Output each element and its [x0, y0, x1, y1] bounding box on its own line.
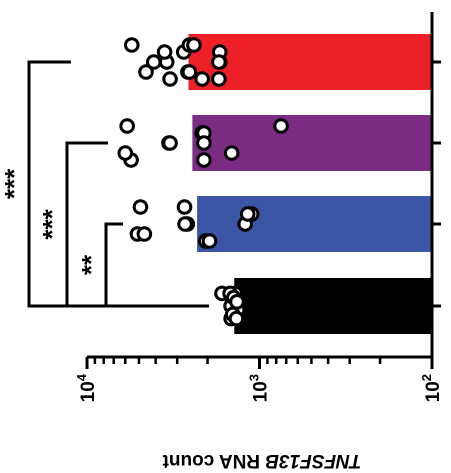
bar-black	[234, 278, 432, 334]
x-tick-label: 102	[419, 374, 444, 402]
point-red	[194, 71, 210, 87]
bar-blue	[197, 196, 432, 252]
point-purple	[196, 152, 212, 168]
x-tick-exponent: 2	[419, 374, 434, 381]
point-purple	[162, 135, 178, 151]
point-blue	[136, 226, 153, 242]
point-blue	[239, 206, 256, 222]
bars-layer	[188, 34, 432, 334]
bar-purple	[192, 115, 432, 171]
x-axis-title: TNFSF13B RNA count	[162, 450, 361, 471]
bar-red	[188, 34, 432, 90]
significance-layer: ********	[0, 60, 209, 308]
x-tick-label: 104	[74, 373, 99, 402]
point-black	[229, 294, 245, 310]
significance-label: ***	[0, 168, 29, 199]
point-red	[162, 71, 178, 87]
x-tick-exponent: 4	[74, 373, 89, 381]
point-red	[123, 37, 140, 53]
x-tick-base: 10	[251, 381, 272, 402]
point-purple	[196, 135, 212, 151]
point-purple	[119, 118, 135, 134]
point-red	[186, 37, 202, 53]
points-layer	[117, 37, 289, 327]
point-blue	[177, 216, 193, 232]
point-red	[156, 44, 173, 60]
x-tick-exponent: 3	[247, 374, 262, 381]
x-tick-base: 10	[423, 381, 444, 402]
point-purple	[223, 145, 240, 161]
point-red	[138, 64, 154, 80]
point-blue	[176, 199, 193, 215]
point-black	[228, 310, 245, 327]
x-axis-title-rest: RNA count	[162, 450, 265, 471]
significance-bracket	[27, 60, 209, 308]
significance-label: ***	[37, 208, 67, 239]
point-red	[181, 64, 198, 80]
point-purple	[117, 145, 134, 161]
x-axis-title-gene: TNFSF13B	[265, 450, 361, 471]
point-red	[211, 71, 227, 87]
x-tick-base: 10	[78, 381, 99, 402]
x-tick-label: 103	[247, 374, 272, 402]
significance-label: **	[76, 254, 106, 275]
point-purple	[273, 118, 289, 134]
point-red	[211, 54, 227, 70]
point-blue	[132, 199, 149, 215]
significance-bracket	[104, 222, 209, 308]
point-blue	[201, 233, 218, 249]
